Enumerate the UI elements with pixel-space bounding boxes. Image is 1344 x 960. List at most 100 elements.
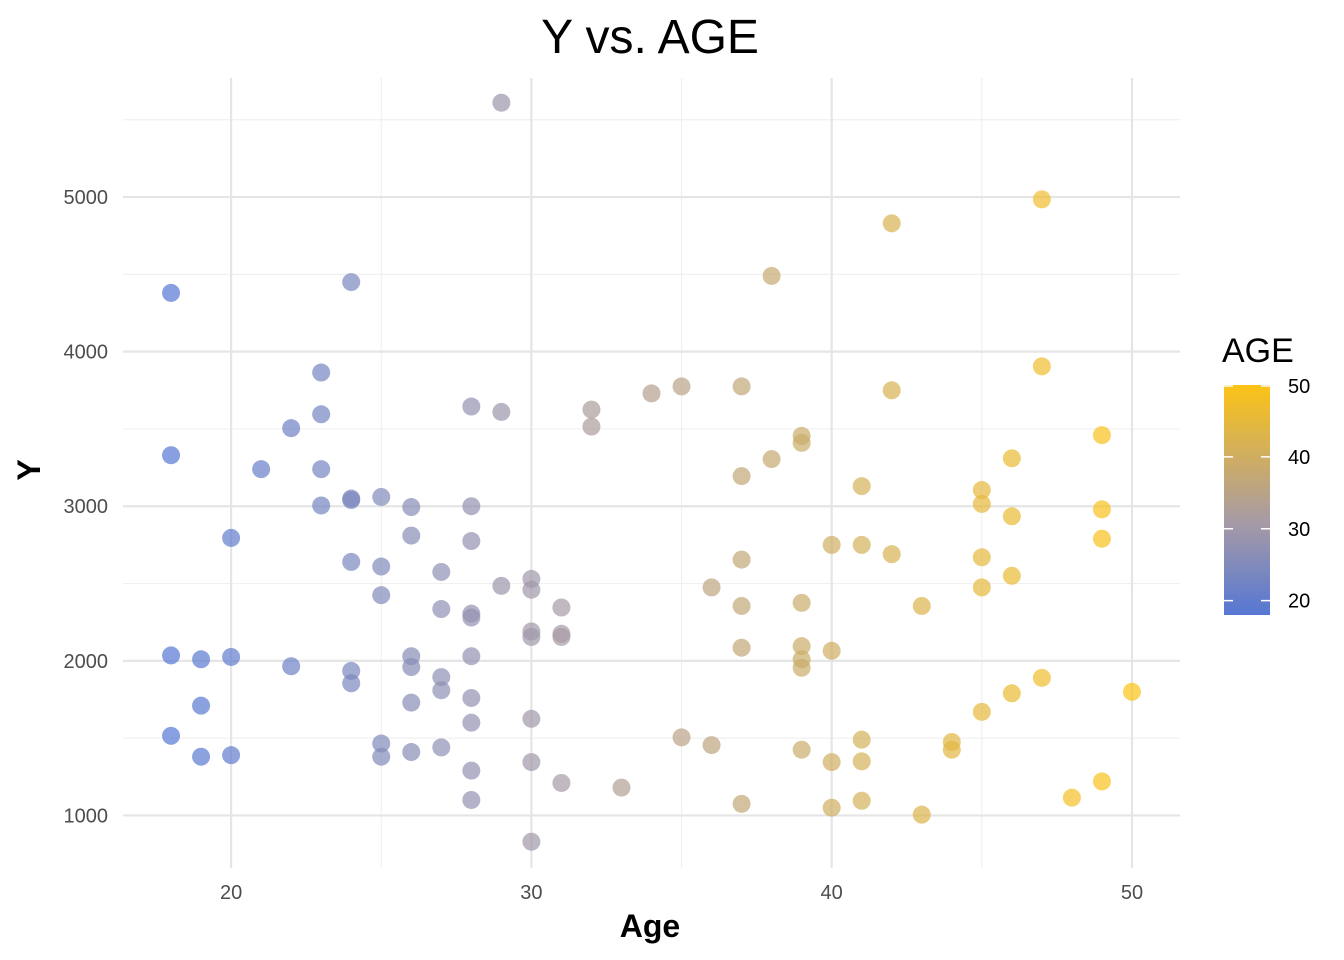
data-point <box>1092 500 1111 519</box>
x-tick-label: 20 <box>220 882 242 904</box>
data-point <box>972 578 991 597</box>
data-point <box>432 681 451 700</box>
data-point <box>282 657 301 676</box>
data-point <box>1062 788 1081 807</box>
data-point <box>732 377 751 396</box>
data-point <box>462 790 481 809</box>
data-point <box>312 363 331 382</box>
data-point <box>432 562 451 581</box>
data-point <box>1122 682 1141 701</box>
data-point <box>852 477 871 496</box>
data-point <box>162 446 181 465</box>
data-point <box>792 637 811 656</box>
data-point <box>492 402 511 421</box>
data-point <box>192 696 211 715</box>
data-point <box>1032 357 1051 376</box>
data-point <box>432 738 451 757</box>
data-point <box>552 598 571 617</box>
data-point <box>372 747 391 766</box>
data-point <box>372 557 391 576</box>
data-point <box>342 491 361 510</box>
data-point <box>582 400 601 419</box>
x-axis-title: Age <box>620 908 680 944</box>
data-point <box>222 746 241 765</box>
data-point <box>222 647 241 666</box>
data-point <box>192 747 211 766</box>
data-point <box>732 794 751 813</box>
data-point <box>462 497 481 516</box>
data-point <box>852 752 871 771</box>
y-tick-label: 2000 <box>64 651 109 673</box>
data-point <box>552 773 571 792</box>
data-point <box>912 596 931 615</box>
data-point <box>1092 426 1111 445</box>
data-point <box>672 377 691 396</box>
legend-tick-label: 20 <box>1288 591 1310 613</box>
data-point <box>312 405 331 424</box>
data-point <box>522 753 541 772</box>
data-point <box>882 381 901 400</box>
data-point <box>192 650 211 669</box>
data-point <box>1092 772 1111 791</box>
y-axis-ticks: 1000 2000 3000 4000 5000 <box>64 187 109 827</box>
data-point <box>402 526 421 545</box>
data-point <box>462 688 481 707</box>
data-point <box>432 668 451 687</box>
data-point <box>792 433 811 452</box>
data-point <box>1092 529 1111 548</box>
data-point <box>582 417 601 436</box>
color-legend: AGE 20 30 40 50 <box>1222 332 1310 615</box>
data-point <box>372 734 391 753</box>
legend-tick-label: 50 <box>1288 376 1310 398</box>
data-point <box>462 713 481 732</box>
data-point <box>462 608 481 627</box>
data-point <box>942 740 961 759</box>
data-point <box>522 580 541 599</box>
data-point <box>342 273 361 292</box>
data-points <box>162 93 1141 851</box>
data-point <box>312 460 331 479</box>
data-point <box>402 658 421 677</box>
data-point <box>1002 684 1021 703</box>
data-point <box>402 693 421 712</box>
data-point <box>252 460 271 479</box>
data-point <box>342 674 361 693</box>
data-point <box>732 550 751 569</box>
data-point <box>342 552 361 571</box>
data-point <box>522 627 541 646</box>
data-point <box>1032 190 1051 209</box>
data-point <box>1002 566 1021 585</box>
data-point <box>1002 507 1021 526</box>
data-point <box>552 627 571 646</box>
data-point <box>972 494 991 513</box>
legend-ticks: 20 30 40 50 <box>1224 376 1310 613</box>
legend-color-bar <box>1224 385 1270 615</box>
data-point <box>762 266 781 285</box>
chart-title: Y vs. AGE <box>541 11 759 64</box>
data-point <box>882 214 901 233</box>
data-point <box>1032 668 1051 687</box>
data-point <box>852 730 871 749</box>
data-point <box>522 832 541 851</box>
data-point <box>402 498 421 517</box>
data-point <box>642 384 661 403</box>
data-point <box>822 753 841 772</box>
data-point <box>312 496 331 515</box>
grid-lines <box>123 78 1180 868</box>
data-point <box>162 646 181 665</box>
data-point <box>882 545 901 564</box>
data-point <box>462 647 481 666</box>
data-point <box>852 791 871 810</box>
y-tick-label: 4000 <box>64 342 109 364</box>
data-point <box>822 641 841 660</box>
data-point <box>522 709 541 728</box>
y-axis-title: Y <box>11 459 47 480</box>
legend-tick-label: 40 <box>1288 447 1310 469</box>
data-point <box>672 728 691 747</box>
data-point <box>732 596 751 615</box>
data-point <box>492 576 511 595</box>
legend-title: AGE <box>1222 332 1294 370</box>
x-axis-ticks: 20 30 40 50 <box>220 882 1143 904</box>
data-point <box>792 740 811 759</box>
